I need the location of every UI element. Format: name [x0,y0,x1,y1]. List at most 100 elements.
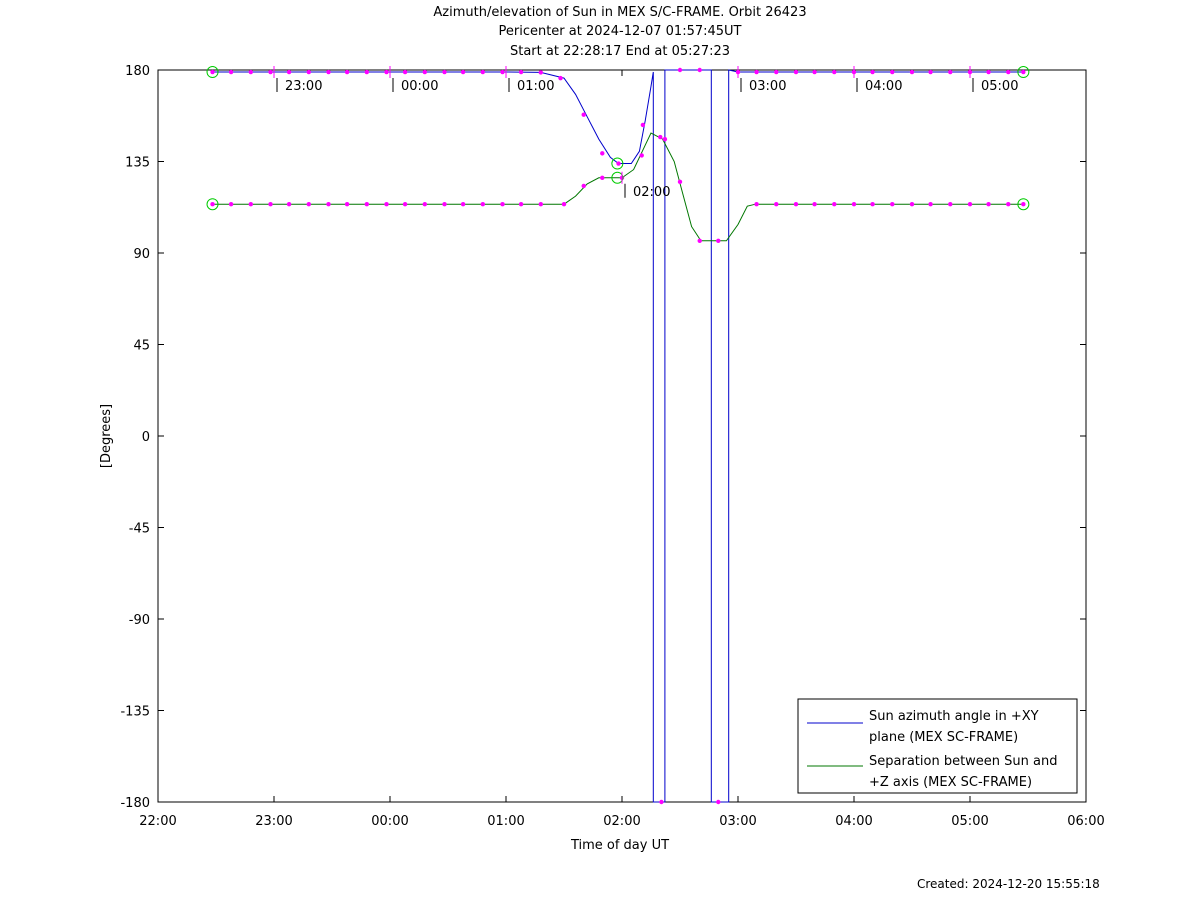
data-point-marker [442,69,447,75]
data-point-marker [306,202,311,207]
y-tick-label: 45 [133,339,150,354]
data-point-marker [659,799,664,805]
data-point-marker [697,238,702,243]
data-point-marker [697,67,702,73]
data-point-marker [210,69,215,75]
data-point-marker [716,799,721,805]
data-point-marker [384,69,389,75]
y-axis-label: [Degrees] [99,404,114,468]
data-point-marker [640,122,646,128]
data-point-marker [1006,69,1011,75]
data-point-marker [326,69,331,75]
data-point-marker [890,202,895,207]
legend-label-azimuth-line-2: plane (MEX SC-FRAME) [869,730,1018,745]
data-point-marker [268,202,273,207]
y-tick-label: -90 [129,613,150,628]
chart-title-line-3: Start at 22:28:17 End at 05:27:23 [509,44,731,59]
data-point-marker [716,238,721,243]
data-point-marker [558,75,563,81]
data-point-marker [754,69,759,75]
data-point-marker [870,69,875,75]
data-point-marker [986,69,991,75]
data-point-marker [812,69,817,75]
y-tick-label: 0 [142,430,150,445]
x-tick-label: 05:00 [951,814,988,829]
endpoint-circle-marker [206,66,219,79]
data-point-marker [832,202,837,207]
chart-title-line-1: Azimuth/elevation of Sun in MEX S/C-FRAM… [433,5,807,20]
data-point-marker [890,69,895,75]
data-point-marker [286,69,292,75]
hour-annotation-label: 02:00 [633,185,670,200]
hour-annotation-label: 03:00 [749,79,786,94]
data-point-marker [422,69,427,75]
endpoint-circle-marker [611,171,624,184]
data-point-marker [422,202,427,207]
y-tick-label: 180 [125,64,150,79]
hour-annotation-label: 05:00 [981,79,1018,94]
data-point-marker [793,69,799,75]
legend-label-separation-line-2: +Z axis (MEX SC-FRAME) [869,775,1032,790]
chart-title-line-2: Pericenter at 2024-12-07 01:57:45UT [498,24,742,39]
data-point-marker [600,175,605,180]
data-point-marker [658,134,663,140]
data-point-marker [248,69,253,75]
data-point-marker [774,69,779,75]
x-tick-label: 04:00 [835,814,872,829]
data-point-marker [326,202,331,207]
x-axis-label: Time of day UT [570,838,669,853]
data-point-marker [344,202,350,207]
data-point-marker [228,69,234,75]
data-point-marker [677,179,683,185]
y-tick-label: 90 [133,247,150,262]
data-point-marker [538,70,543,75]
data-point-marker [538,202,543,207]
x-tick-label: 03:00 [719,814,756,829]
data-point-marker [500,202,505,207]
series-line-separation [212,132,1024,242]
data-point-marker [616,161,621,166]
data-point-marker [967,202,973,207]
endpoint-circle-marker [1017,66,1030,79]
x-tick-label: 06:00 [1067,814,1104,829]
data-point-marker [402,202,408,207]
data-point-marker [581,183,586,189]
data-point-marker [442,202,447,207]
legend: Sun azimuth angle in +XY plane (MEX SC-F… [797,698,1078,794]
x-tick-label: 02:00 [603,814,640,829]
x-tick-label: 22:00 [139,814,176,829]
data-point-marker [460,69,466,75]
series-line-azimuth [212,69,1024,803]
data-point-marker [364,202,369,207]
data-point-marker [480,202,485,207]
data-point-marker [1006,202,1011,207]
data-point-marker [248,202,253,207]
data-point-marker [870,202,875,207]
data-point-marker [909,202,915,207]
data-point-marker [364,69,369,75]
data-point-marker [561,202,567,207]
data-point-marker [832,69,837,75]
data-point-marker [909,69,915,75]
data-point-marker [210,202,215,207]
data-point-marker [1021,69,1026,75]
data-point-marker [812,202,817,207]
data-point-marker [600,151,605,156]
y-tick-label: -135 [120,705,150,720]
data-point-marker [662,136,668,142]
data-point-marker [402,69,408,75]
legend-label-azimuth-line-1: Sun azimuth angle in +XY [869,709,1039,724]
y-tick-label: -45 [129,522,150,537]
data-point-marker [948,202,953,207]
data-point-marker [774,202,779,207]
data-point-marker [1021,202,1026,207]
data-point-marker [793,202,799,207]
data-point-marker [677,67,683,73]
data-point-marker [286,202,292,207]
data-point-marker [518,202,524,207]
data-point-marker [480,69,485,75]
hour-annotation-label: 00:00 [401,79,438,94]
y-tick-label: -180 [120,796,150,811]
x-tick-label: 01:00 [487,814,524,829]
